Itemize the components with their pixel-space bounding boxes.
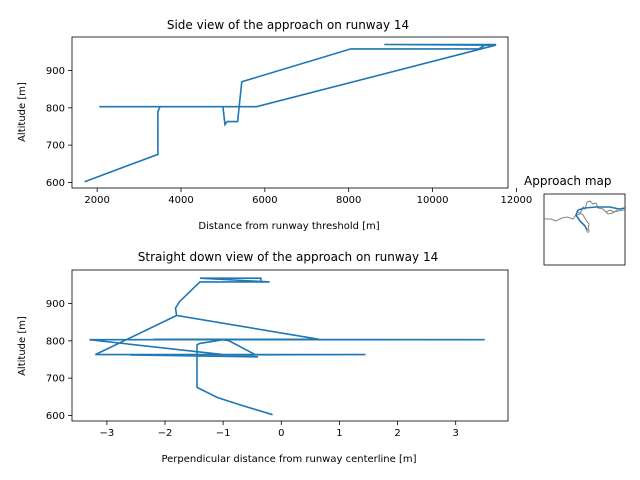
x-tick-label: 12000	[500, 195, 532, 206]
x-tick-label: 10000	[417, 195, 449, 206]
y-tick-label: 800	[46, 336, 65, 347]
x-tick-label: −1	[216, 428, 231, 439]
down-view-ylabel: Altitude [m]	[17, 316, 28, 376]
x-tick-label: 6000	[252, 195, 277, 206]
side-view-chart: Side view of the approach on runway 14 2…	[17, 18, 532, 232]
approach-map: Approach map	[524, 174, 626, 266]
y-tick-label: 700	[46, 374, 65, 385]
x-tick-label: 3	[452, 428, 458, 439]
x-tick-label: 2	[394, 428, 400, 439]
x-tick-label: 0	[278, 428, 284, 439]
x-tick-label: 2000	[84, 195, 109, 206]
approach-map-title: Approach map	[524, 174, 612, 188]
y-tick-label: 900	[46, 299, 65, 310]
x-tick-label: −2	[158, 428, 173, 439]
down-view-plot-frame	[71, 269, 509, 422]
approach-map-coastline	[544, 200, 625, 231]
y-tick-label: 600	[46, 411, 65, 422]
x-tick-label: 8000	[336, 195, 361, 206]
x-tick-label: 1	[336, 428, 342, 439]
y-tick-label: 700	[46, 141, 65, 152]
approach-map-frame	[543, 193, 626, 266]
approach-map-track	[575, 206, 626, 231]
down-view-chart: Straight down view of the approach on ru…	[17, 250, 509, 465]
down-view-flight-path	[89, 277, 485, 416]
side-view-ylabel: Altitude [m]	[17, 82, 28, 142]
y-tick-label: 900	[46, 66, 65, 77]
side-view-xlabel: Distance from runway threshold [m]	[198, 221, 379, 232]
side-view-title: Side view of the approach on runway 14	[167, 18, 409, 32]
down-view-xlabel: Perpendicular distance from runway cente…	[161, 454, 416, 465]
runway-threshold-marker	[586, 229, 590, 233]
x-tick-label: 4000	[168, 195, 193, 206]
down-view-title: Straight down view of the approach on ru…	[138, 250, 438, 264]
y-tick-label: 800	[46, 103, 65, 114]
y-tick-label: 600	[46, 178, 65, 189]
x-tick-label: −3	[100, 428, 115, 439]
side-view-plot-frame	[71, 36, 509, 189]
side-view-flight-path	[84, 43, 497, 183]
